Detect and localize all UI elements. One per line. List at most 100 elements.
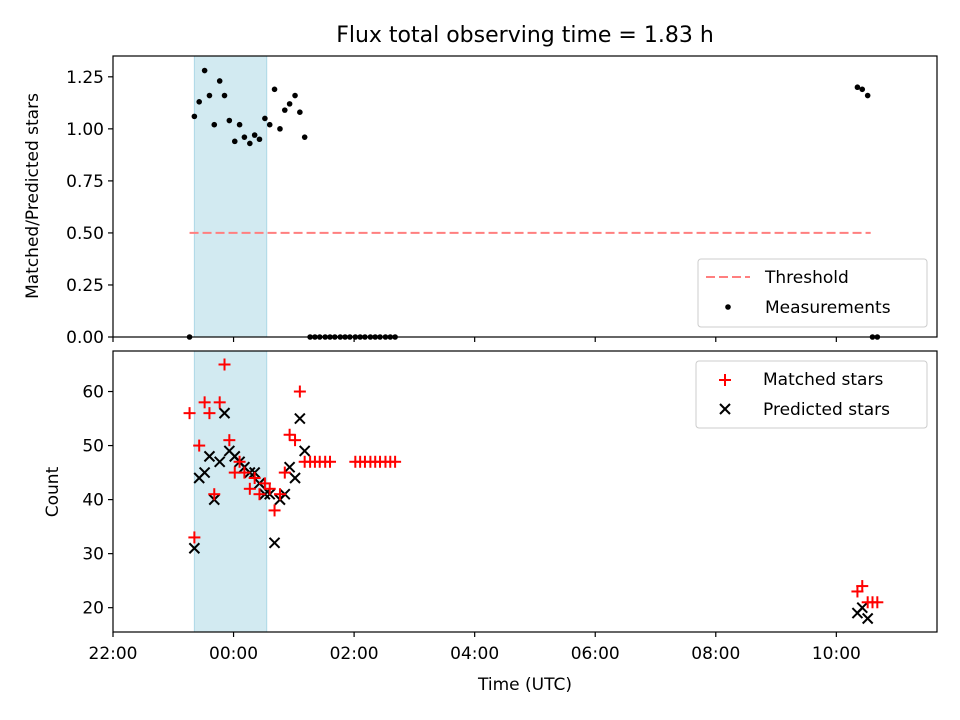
measurement-point bbox=[247, 140, 253, 147]
matched-star-point bbox=[208, 488, 221, 501]
bottom-y-axis-label: Count bbox=[43, 466, 63, 517]
predicted-star-point bbox=[213, 456, 226, 468]
top-panel: 0.00 0.25 0.50 0.75 1.00 1.25 Matched/Predict… bbox=[23, 55, 938, 348]
measurement-point bbox=[236, 121, 243, 128]
measurement-point bbox=[262, 115, 268, 122]
matched-star-point bbox=[233, 455, 246, 468]
top-y-tick-label: 0.25 bbox=[66, 276, 104, 296]
measurement-point bbox=[266, 121, 273, 128]
matched-star-point bbox=[293, 385, 306, 398]
matched-star-point bbox=[213, 396, 226, 409]
measurement-point bbox=[226, 117, 233, 124]
measurement-point bbox=[216, 78, 223, 84]
measurement-point bbox=[231, 138, 238, 145]
bottom-y-tick-label: 60 bbox=[82, 383, 104, 403]
predicted-star-point bbox=[218, 407, 231, 419]
measurement-point bbox=[301, 134, 308, 140]
measurement-point bbox=[854, 84, 861, 91]
measurement-point bbox=[211, 121, 218, 128]
predicted-star-point bbox=[203, 450, 216, 463]
top-shaded-interval bbox=[193, 55, 268, 338]
matched-star-point bbox=[324, 455, 337, 468]
top-y-tick-label: 1.25 bbox=[66, 68, 104, 88]
chart-title: Flux total observing time = 1.83 h bbox=[336, 23, 714, 48]
matched-star-point bbox=[389, 455, 402, 468]
matched-star-point bbox=[183, 407, 196, 420]
bottom-panel: 20 30 40 50 60 22:00 00:00 02:00 04:00 06:00 08:00… bbox=[43, 350, 938, 695]
matched-star-point bbox=[198, 396, 211, 409]
measurement-point bbox=[206, 92, 213, 99]
matched-star-point bbox=[238, 466, 251, 479]
top-legend-box bbox=[697, 258, 928, 328]
matched-star-point bbox=[273, 488, 286, 501]
x-tick-label: 04:00 bbox=[450, 644, 499, 664]
matched-star-point bbox=[248, 471, 261, 484]
matched-star-point bbox=[223, 434, 236, 447]
bottom-y-tick-label: 50 bbox=[82, 437, 104, 457]
bottom-y-tick-label: 40 bbox=[82, 491, 104, 511]
matched-star-point bbox=[243, 482, 256, 495]
predicted-star-point bbox=[283, 461, 296, 473]
top-y-tick-label: 0.75 bbox=[66, 172, 104, 192]
measurement-point bbox=[859, 86, 866, 93]
predicted-star-point bbox=[856, 601, 868, 614]
x-tick-label: 06:00 bbox=[571, 644, 620, 664]
x-axis-label: Time (UTC) bbox=[477, 675, 572, 695]
measurement-point bbox=[201, 67, 208, 74]
predicted-star-point bbox=[861, 612, 874, 625]
x-tick-label: 02:00 bbox=[330, 644, 379, 664]
top-y-tick-label: 0.50 bbox=[66, 224, 104, 244]
legend-predicted-swatch bbox=[719, 403, 731, 415]
measurement-point bbox=[271, 86, 278, 93]
matched-star-point bbox=[253, 488, 266, 501]
bottom-legend-box bbox=[695, 360, 928, 429]
matched-star-point bbox=[263, 482, 276, 495]
x-tick-label: 08:00 bbox=[691, 644, 740, 664]
matched-star-point bbox=[871, 596, 884, 609]
legend-matched-swatch bbox=[719, 374, 731, 386]
top-y-tick-label: 0.00 bbox=[66, 328, 104, 348]
x-tick-label: 10:00 bbox=[812, 644, 861, 664]
legend-measurements-label: Measurements bbox=[765, 298, 891, 318]
matched-star-point bbox=[268, 504, 281, 517]
measurement-point bbox=[281, 107, 288, 113]
predicted-star-point bbox=[188, 542, 201, 554]
measurement-point bbox=[277, 126, 283, 132]
matched-star-point bbox=[283, 428, 296, 441]
x-tick-label: 22:00 bbox=[89, 644, 138, 664]
legend-measurement-swatch bbox=[725, 304, 731, 310]
matched-star-point bbox=[218, 358, 231, 371]
legend-predicted-label: Predicted stars bbox=[763, 400, 890, 420]
measurement-point bbox=[292, 92, 298, 99]
matched-star-point bbox=[289, 434, 302, 447]
bottom-y-tick-label: 30 bbox=[82, 545, 104, 565]
measurement-point bbox=[251, 132, 258, 138]
measurement-point bbox=[297, 109, 303, 115]
legend-matched-label: Matched stars bbox=[763, 370, 883, 390]
count-points bbox=[183, 358, 884, 625]
measurement-point bbox=[241, 134, 248, 140]
top-y-tick-label: 1.00 bbox=[66, 120, 104, 140]
bottom-y-tick-label: 20 bbox=[82, 599, 104, 619]
top-y-axis-label: Matched/Predicted stars bbox=[23, 93, 43, 299]
measurement-point bbox=[256, 136, 263, 143]
bottom-axes-frame bbox=[112, 350, 938, 633]
bottom-legend: Matched stars Predicted stars bbox=[695, 360, 928, 429]
predicted-star-point bbox=[289, 472, 301, 484]
legend-threshold-label: Threshold bbox=[764, 268, 849, 288]
top-axes-frame bbox=[112, 55, 938, 338]
matched-star-point bbox=[856, 580, 869, 593]
top-legend: Threshold Measurements bbox=[697, 258, 928, 328]
x-tick-label: 00:00 bbox=[209, 644, 258, 664]
predicted-star-point bbox=[294, 412, 306, 425]
matched-star-point bbox=[278, 466, 291, 479]
measurement-point bbox=[864, 92, 871, 99]
bottom-shaded-interval bbox=[193, 350, 268, 633]
predicted-star-point bbox=[298, 445, 311, 457]
measurement-point bbox=[191, 113, 198, 120]
bottom-axis-ticks: 20 30 40 50 60 22:00 00:00 02:00 04:00 06:00 08:00… bbox=[82, 383, 860, 664]
measurement-point bbox=[286, 101, 293, 107]
measurement-point bbox=[221, 92, 228, 99]
measurement-point bbox=[196, 98, 202, 105]
